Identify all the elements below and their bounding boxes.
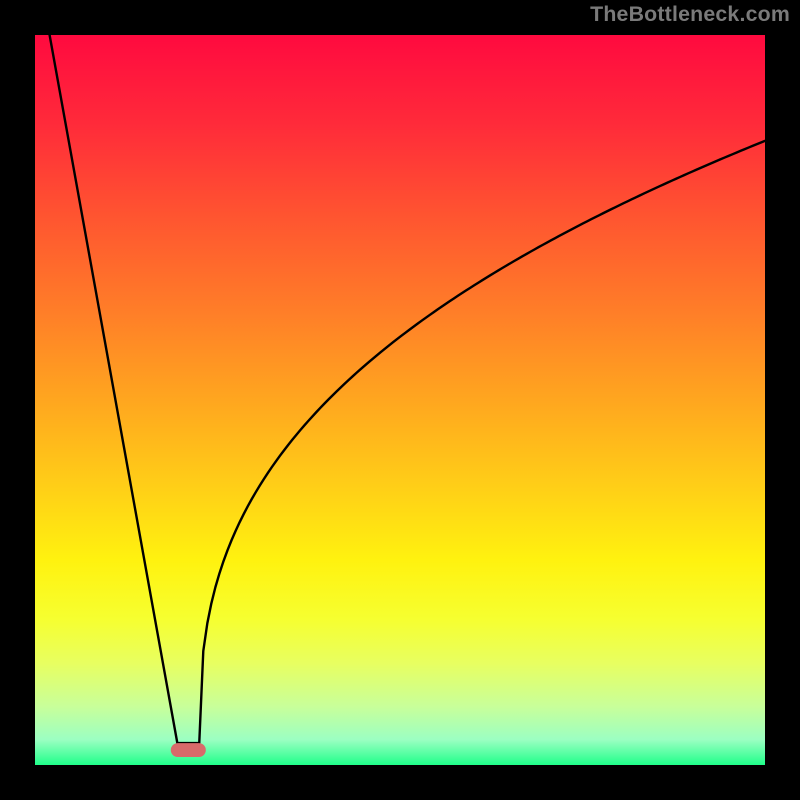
chart-plot-area: [35, 35, 765, 765]
chart-outer-frame: TheBottleneck.com: [0, 0, 800, 800]
chart-background: [35, 35, 765, 765]
sweet-spot-marker: [171, 743, 206, 757]
chart-svg: [35, 35, 765, 765]
watermark-text: TheBottleneck.com: [590, 2, 790, 27]
